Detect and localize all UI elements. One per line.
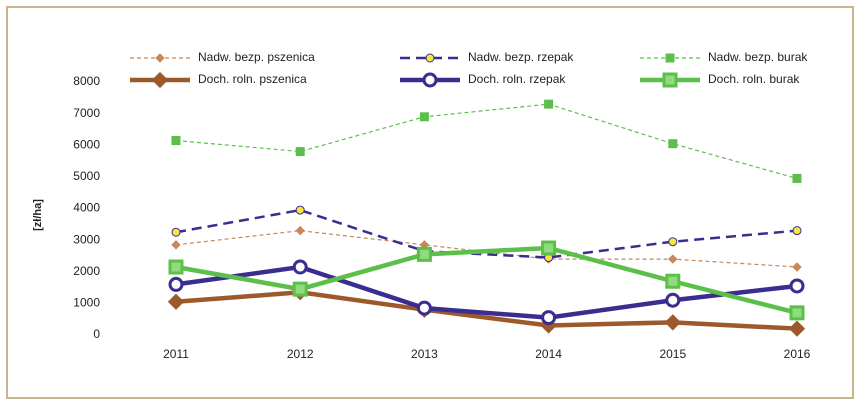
marker <box>422 72 438 88</box>
series-line <box>175 245 798 316</box>
marker <box>295 147 305 157</box>
series-line <box>175 264 798 320</box>
y-tick-label: 0 <box>93 327 100 341</box>
y-tick-label: 7000 <box>73 106 100 120</box>
marker <box>662 72 678 88</box>
legend-label: Doch. roln. pszenica <box>198 72 307 86</box>
marker <box>295 205 305 215</box>
series-line <box>175 230 798 268</box>
marker <box>665 273 681 289</box>
marker <box>544 99 554 109</box>
x-tick-label: 2012 <box>287 347 314 361</box>
legend-label: Doch. roln. burak <box>708 72 800 86</box>
marker <box>665 53 675 63</box>
marker <box>295 225 305 236</box>
series-line <box>175 290 798 331</box>
y-tick-label: 4000 <box>73 201 100 215</box>
marker <box>788 320 806 337</box>
marker <box>541 310 557 326</box>
marker <box>151 71 169 89</box>
x-tick-label: 2016 <box>784 347 811 361</box>
y-tick-label: 8000 <box>73 74 100 88</box>
legend-label: Nadw. bezp. pszenica <box>198 50 315 64</box>
y-tick-label: 3000 <box>73 232 100 246</box>
x-tick-label: 2015 <box>659 347 686 361</box>
marker <box>668 139 678 149</box>
marker <box>168 259 184 275</box>
marker <box>664 314 681 331</box>
legend-label: Nadw. bezp. rzepak <box>468 50 574 64</box>
y-tick-label: 1000 <box>73 296 100 310</box>
marker <box>541 240 557 256</box>
marker <box>167 293 185 310</box>
x-tick-label: 2013 <box>411 347 438 361</box>
marker <box>171 136 181 146</box>
y-axis-label: [zł/ha] <box>32 199 44 231</box>
marker <box>792 262 802 272</box>
x-tick-label: 2011 <box>163 347 189 361</box>
marker <box>789 305 805 321</box>
legend-label: Doch. roln. rzepak <box>468 72 566 86</box>
marker <box>416 300 432 316</box>
legend-label: Nadw. bezp. burak <box>708 50 808 64</box>
marker <box>171 240 181 250</box>
marker <box>789 278 805 294</box>
marker <box>171 227 181 237</box>
marker <box>292 281 308 297</box>
marker <box>668 254 678 264</box>
marker <box>668 237 678 247</box>
marker <box>292 259 308 275</box>
y-tick-label: 5000 <box>73 169 100 183</box>
marker <box>168 276 184 292</box>
marker <box>792 226 802 236</box>
series-line <box>175 103 798 180</box>
series-line <box>175 208 798 259</box>
marker <box>416 246 432 262</box>
y-tick-label: 6000 <box>73 137 100 151</box>
marker <box>792 173 802 183</box>
frame <box>6 6 854 399</box>
marker <box>155 53 165 63</box>
marker <box>665 292 681 308</box>
y-tick-label: 2000 <box>73 264 100 278</box>
marker <box>419 112 429 122</box>
marker <box>425 53 435 63</box>
x-tick-label: 2014 <box>535 347 562 361</box>
